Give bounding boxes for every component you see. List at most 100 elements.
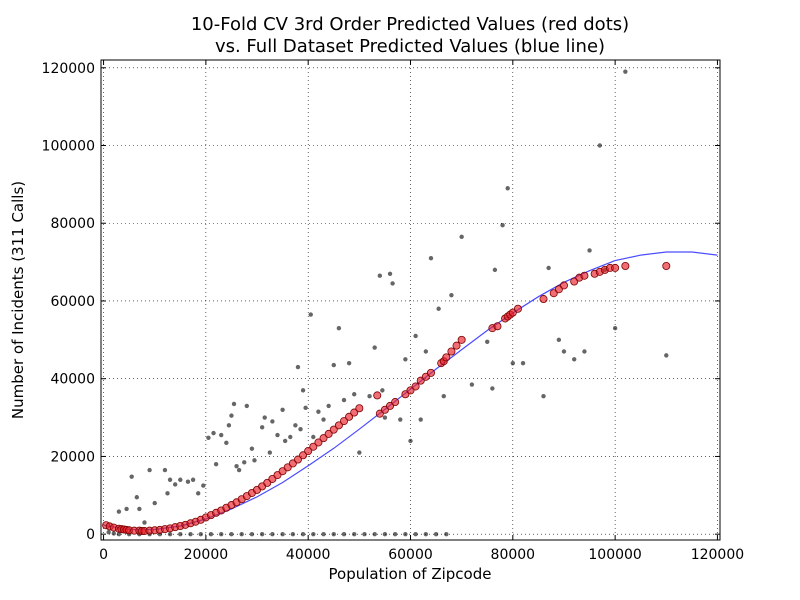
actual-value-point	[282, 438, 288, 444]
actual-value-point	[321, 531, 326, 537]
actual-value-point	[352, 531, 357, 537]
actual-value-point	[252, 458, 257, 463]
actual-value-point	[190, 477, 196, 482]
actual-value-point	[572, 357, 577, 362]
cv-prediction-point	[314, 438, 323, 447]
x-tick-label: 0	[99, 547, 108, 563]
actual-value-point	[270, 531, 275, 537]
cv-prediction-point	[304, 446, 313, 455]
actual-value-point	[290, 531, 296, 537]
actual-value-point	[226, 423, 232, 428]
actual-value-point	[362, 531, 367, 537]
actual-value-point	[336, 325, 342, 331]
x-tick-label: 60000	[388, 547, 433, 563]
actual-value-point	[561, 349, 567, 354]
actual-value-point	[372, 345, 377, 350]
actual-value-point	[390, 281, 395, 286]
actual-value-point	[201, 483, 206, 488]
actual-value-point	[308, 312, 313, 317]
actual-value-point	[280, 531, 285, 537]
actual-value-point	[341, 397, 347, 403]
cv-prediction-point	[580, 271, 589, 280]
actual-value-point	[219, 531, 224, 537]
chart-title-line2: vs. Full Dataset Predicted Values (blue …	[215, 36, 605, 57]
actual-value-point	[152, 500, 157, 506]
actual-value-point	[459, 234, 464, 240]
cv-prediction-point	[299, 451, 308, 460]
cv-prediction-point	[329, 425, 338, 434]
cv-prediction-point	[447, 347, 456, 356]
cv-prediction-point	[293, 455, 302, 464]
grid-lines	[101, 60, 720, 540]
actual-value-point	[244, 403, 249, 409]
actual-value-point	[311, 434, 316, 440]
cv-prediction-point	[373, 391, 382, 400]
actual-value-point	[167, 531, 173, 537]
cv-prediction-point	[309, 442, 318, 451]
cv-prediction-point	[319, 434, 328, 443]
y-tick-label: 80000	[50, 216, 95, 232]
x-tick-label: 80000	[491, 547, 536, 563]
cv-prediction-point	[355, 404, 364, 413]
actual-value-point	[206, 435, 211, 440]
actual-value-point	[505, 186, 510, 191]
actual-value-point	[380, 388, 385, 393]
actual-value-point	[211, 430, 216, 436]
actual-value-point	[326, 403, 331, 409]
y-tick-label: 20000	[50, 449, 95, 465]
actual-value-point	[664, 353, 669, 358]
actual-value-point	[267, 450, 273, 455]
actual-value-point	[234, 463, 239, 469]
actual-value-point	[352, 392, 357, 397]
actual-value-point	[587, 248, 592, 253]
cv-prediction-point	[621, 261, 630, 270]
actual-value-point	[167, 477, 173, 482]
actual-value-point	[208, 531, 214, 537]
actual-value-point	[444, 531, 449, 537]
y-tick-label: 120000	[42, 61, 95, 77]
actual-value-point	[300, 531, 306, 537]
x-tick-label: 20000	[184, 547, 229, 563]
x-axis-label: Population of Zipcode	[329, 565, 492, 583]
cv-prediction-point	[411, 382, 420, 391]
actual-value-point	[428, 256, 434, 261]
actual-value-point	[387, 271, 393, 276]
cv-prediction-point	[493, 322, 502, 331]
cv-prediction-point	[426, 368, 435, 377]
x-tick-label: 120000	[691, 547, 744, 563]
y-tick-label: 40000	[50, 372, 95, 388]
cv-predictions-series	[102, 261, 671, 536]
actual-value-point	[129, 474, 134, 479]
actual-value-point	[293, 423, 298, 428]
actual-value-point	[392, 531, 398, 537]
cv-prediction-point	[457, 335, 466, 344]
actual-value-point	[185, 479, 191, 484]
actual-value-point	[116, 531, 122, 537]
actual-value-point	[492, 267, 498, 273]
actual-value-point	[436, 306, 441, 311]
actual-value-point	[485, 339, 490, 344]
actual-value-point	[500, 222, 505, 228]
actual-value-point	[382, 531, 388, 537]
actual-value-point	[300, 388, 306, 393]
cv-prediction-point	[452, 341, 461, 350]
cv-prediction-point	[324, 429, 333, 438]
actual-value-point	[188, 531, 193, 537]
actual-value-point	[346, 360, 352, 366]
y-tick-label: 60000	[50, 294, 95, 310]
cv-prediction-point	[334, 421, 343, 430]
actual-value-point	[298, 427, 303, 432]
actual-value-point	[449, 292, 454, 298]
cv-prediction-point	[350, 408, 359, 417]
actual-value-point	[224, 440, 229, 446]
actual-value-point	[229, 531, 234, 537]
actual-value-point	[316, 409, 321, 414]
actual-value-point	[262, 415, 267, 420]
actual-value-point	[280, 407, 285, 412]
actual-value-point	[106, 530, 111, 535]
actual-value-point	[134, 495, 140, 500]
actual-value-point	[239, 531, 244, 537]
cv-prediction-point	[442, 353, 451, 362]
actual-value-point	[413, 531, 418, 537]
cv-prediction-point	[611, 263, 620, 272]
